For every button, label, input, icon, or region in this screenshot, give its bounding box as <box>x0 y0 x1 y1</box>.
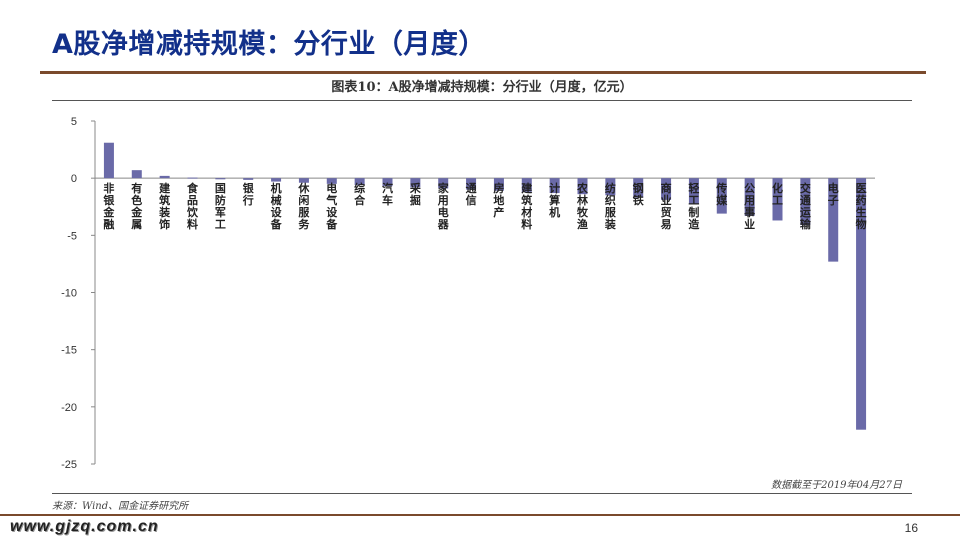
bar <box>856 178 867 430</box>
x-tick-label: 计算机 <box>549 182 561 220</box>
bar <box>438 178 449 189</box>
bar <box>187 177 198 179</box>
x-tick-label: 食品饮料 <box>187 182 198 232</box>
y-tick-label: -15 <box>61 345 77 357</box>
bar <box>410 178 421 188</box>
chart-title-rule <box>52 100 912 101</box>
bar <box>243 178 254 180</box>
x-tick-label: 银行 <box>242 182 254 208</box>
bar <box>159 175 170 179</box>
bar <box>716 178 727 214</box>
bar <box>828 178 839 262</box>
x-tick-label: 房地产 <box>493 182 505 220</box>
x-tick-label: 交通运输 <box>799 182 811 232</box>
x-tick-label: 休闲服务 <box>298 182 310 232</box>
bar <box>772 178 783 221</box>
footer-rule <box>0 514 960 516</box>
chart-title: 图表10：A股净增减持规模：分行业（月度，亿元） <box>331 80 633 95</box>
bar <box>493 178 504 191</box>
x-tick-label: 家用电器 <box>437 182 449 232</box>
x-tick-label: 公用事业 <box>744 182 756 232</box>
x-tick-label: 农林牧渔 <box>577 182 588 232</box>
data-date-note: 数据截至于2019年04月27日 <box>771 480 902 491</box>
x-tick-label: 传媒 <box>716 182 728 208</box>
website-link[interactable]: www.gjzq.com.cn <box>10 518 159 535</box>
x-tick-label: 建筑材料 <box>521 182 533 232</box>
y-tick-label: -25 <box>61 459 77 471</box>
page-number: 16 <box>904 521 918 535</box>
x-tick-label: 轻工制造 <box>688 182 700 232</box>
x-tick-label: 通信 <box>465 182 477 208</box>
x-tick-label: 国防军工 <box>214 182 226 232</box>
x-tick-label: 钢铁 <box>632 182 644 208</box>
x-tick-label: 电子 <box>827 182 839 208</box>
bar <box>131 170 142 179</box>
bar <box>354 178 365 186</box>
source-rule <box>52 493 912 494</box>
bar <box>466 178 477 190</box>
bar <box>215 178 226 180</box>
x-tick-label: 医药生物 <box>855 182 867 232</box>
x-tick-label: 采掘 <box>409 182 421 208</box>
y-tick-label: -20 <box>61 402 77 414</box>
bar <box>744 178 755 216</box>
bar <box>271 178 282 182</box>
x-tick-label: 商业贸易 <box>660 182 672 232</box>
bar <box>800 178 811 226</box>
x-tick-label: 电气设备 <box>326 182 338 232</box>
bar <box>521 178 532 192</box>
y-tick-label: -5 <box>67 230 77 242</box>
x-tick-label: 机械设备 <box>270 182 282 232</box>
slide-title: A股净增减持规模：分行业（月度） <box>52 29 486 60</box>
x-tick-label: 化工 <box>772 182 783 208</box>
bar <box>577 178 588 195</box>
y-tick-label: 0 <box>71 173 77 185</box>
x-tick-label: 综合 <box>354 182 366 208</box>
x-tick-label: 有色金属 <box>131 182 143 232</box>
x-tick-label: 非银金融 <box>103 182 115 232</box>
bar <box>326 178 337 184</box>
y-tick-label: 5 <box>71 116 77 128</box>
x-tick-label: 汽车 <box>382 182 393 208</box>
bar <box>605 178 616 196</box>
bar <box>688 178 699 205</box>
bar <box>382 178 393 187</box>
bar <box>103 142 114 179</box>
y-tick-label: -10 <box>61 288 77 300</box>
x-tick-label: 建筑装饰 <box>159 182 171 232</box>
bar <box>661 178 672 200</box>
x-tick-label: 纺织服装 <box>604 182 616 232</box>
title-rule <box>40 71 926 74</box>
source-text: 来源：Wind、国金证券研究所 <box>52 501 189 512</box>
bar <box>633 178 644 198</box>
bar <box>298 178 309 183</box>
bar <box>549 178 560 194</box>
